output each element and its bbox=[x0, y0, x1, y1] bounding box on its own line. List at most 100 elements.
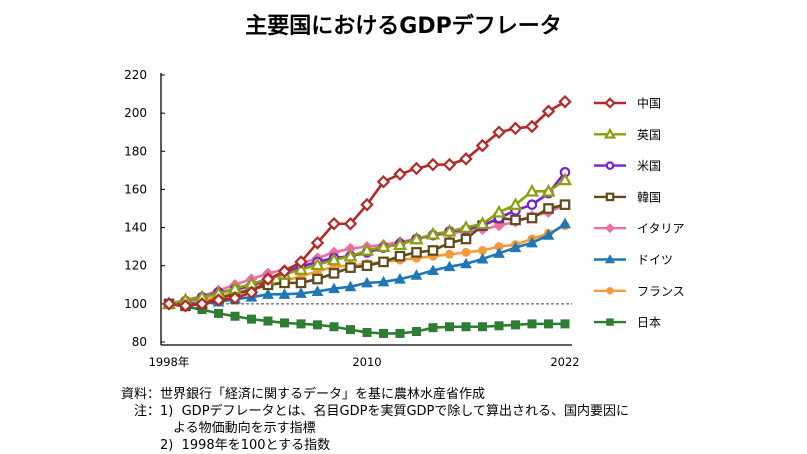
data-point-韓国 bbox=[394, 250, 406, 262]
data-point-英国 bbox=[293, 262, 309, 275]
data-point-英国 bbox=[458, 220, 474, 233]
x-tick-label: 2022 bbox=[550, 355, 579, 369]
data-point-英国 bbox=[392, 237, 408, 251]
legend-label: 英国 bbox=[637, 128, 661, 142]
legend-label: 日本 bbox=[637, 316, 661, 330]
data-point-中国 bbox=[327, 217, 341, 231]
y-tick-label: 140 bbox=[124, 221, 147, 235]
y-tick-label: 120 bbox=[124, 259, 147, 273]
note-1: 注：1) GDPデフレータとは、名目GDPを実質GDPで除して算出される、国内要… bbox=[121, 404, 629, 419]
data-point-日本 bbox=[544, 319, 553, 329]
data-point-韓国 bbox=[444, 237, 455, 249]
data-point-日本 bbox=[362, 327, 372, 337]
legend-marker bbox=[605, 223, 615, 234]
data-point-日本 bbox=[511, 320, 520, 330]
x-tick-label: 2010 bbox=[352, 355, 381, 369]
data-point-中国 bbox=[343, 217, 358, 231]
note-1-cont: よる物価動向を示す指標 bbox=[121, 421, 316, 436]
data-point-韓国 bbox=[460, 233, 472, 245]
data-point-日本 bbox=[461, 322, 471, 332]
data-point-日本 bbox=[428, 323, 438, 333]
data-point-英国 bbox=[524, 183, 540, 197]
data-point-中国 bbox=[178, 299, 193, 313]
data-point-英国 bbox=[359, 242, 375, 256]
data-point-日本 bbox=[379, 328, 388, 338]
data-point-日本 bbox=[395, 328, 405, 338]
data-point-英国 bbox=[376, 239, 391, 252]
data-point-英国 bbox=[557, 172, 573, 186]
data-point-ドイツ bbox=[526, 236, 538, 248]
data-point-英国 bbox=[508, 197, 523, 210]
data-point-ドイツ bbox=[344, 280, 357, 292]
data-point-日本 bbox=[412, 327, 421, 337]
y-tick-label: 180 bbox=[124, 144, 147, 158]
data-point-フランス bbox=[461, 247, 471, 257]
data-point-韓国 bbox=[411, 247, 422, 258]
data-point-韓国 bbox=[328, 268, 340, 279]
data-point-ドイツ bbox=[559, 217, 571, 229]
data-point-英国 bbox=[541, 183, 556, 197]
data-point-日本 bbox=[296, 319, 306, 329]
data-point-日本 bbox=[478, 322, 487, 332]
data-point-英国 bbox=[409, 231, 424, 245]
legend-label: フランス bbox=[637, 284, 685, 298]
data-point-英国 bbox=[326, 252, 342, 266]
legend-marker bbox=[604, 97, 616, 109]
data-point-英国 bbox=[475, 216, 490, 230]
data-point-韓国 bbox=[510, 214, 521, 226]
data-point-韓国 bbox=[427, 245, 439, 256]
data-point-中国 bbox=[442, 157, 457, 172]
data-point-ドイツ bbox=[493, 247, 505, 258]
data-point-フランス bbox=[445, 249, 454, 259]
data-point-中国 bbox=[393, 167, 407, 181]
legend-label: イタリア bbox=[637, 222, 685, 236]
data-point-韓国 bbox=[361, 260, 373, 272]
data-point-韓国 bbox=[559, 199, 571, 210]
legend-label: 韓国 bbox=[637, 190, 661, 204]
data-point-韓国 bbox=[345, 262, 356, 273]
data-point-英国 bbox=[343, 248, 358, 262]
legend-label: 中国 bbox=[637, 96, 661, 111]
data-point-中国 bbox=[261, 272, 275, 286]
data-point-日本 bbox=[527, 319, 537, 329]
data-point-ドイツ bbox=[262, 288, 274, 299]
data-point-日本 bbox=[494, 321, 504, 331]
data-point-ドイツ bbox=[443, 260, 456, 272]
line-chart: 80 100 120 140 160 180 200 220 1998年 2010 2022 中国英国… bbox=[124, 68, 685, 369]
data-point-韓国 bbox=[279, 277, 290, 289]
data-point-中国 bbox=[228, 291, 242, 305]
data-point-中国 bbox=[244, 285, 259, 300]
data-point-中国 bbox=[162, 297, 176, 311]
data-point-ドイツ bbox=[542, 229, 555, 240]
data-point-英国 bbox=[491, 204, 507, 218]
data-point-中国 bbox=[195, 297, 209, 311]
data-point-日本 bbox=[247, 314, 256, 324]
data-point-ドイツ bbox=[476, 253, 489, 264]
legend-marker bbox=[605, 161, 615, 170]
data-point-中国 bbox=[360, 197, 374, 212]
chart-title: 主要国におけるGDPデフレータ bbox=[245, 14, 562, 39]
data-point-ドイツ bbox=[278, 288, 291, 299]
legend-marker bbox=[605, 192, 615, 202]
data-point-韓国 bbox=[312, 273, 323, 285]
data-point-韓国 bbox=[543, 203, 554, 214]
data-point-韓国 bbox=[295, 277, 307, 289]
y-tick-label: 100 bbox=[124, 297, 147, 311]
data-point-ドイツ bbox=[295, 287, 307, 298]
data-point-中国 bbox=[211, 293, 226, 307]
x-tick-label: 1998年 bbox=[149, 355, 190, 369]
data-point-ドイツ bbox=[460, 257, 472, 269]
data-point-ドイツ bbox=[328, 282, 340, 294]
legend-marker bbox=[603, 127, 617, 139]
data-point-ドイツ bbox=[311, 285, 324, 296]
data-point-日本 bbox=[230, 311, 240, 321]
data-point-中国 bbox=[459, 152, 473, 166]
data-point-日本 bbox=[280, 318, 289, 328]
data-point-中国 bbox=[310, 236, 325, 250]
y-tick-label: 220 bbox=[124, 68, 147, 82]
data-point-中国 bbox=[409, 161, 424, 176]
data-point-英国 bbox=[425, 226, 441, 240]
data-point-中国 bbox=[277, 264, 292, 279]
data-point-日本 bbox=[445, 322, 454, 332]
data-point-中国 bbox=[525, 119, 539, 134]
